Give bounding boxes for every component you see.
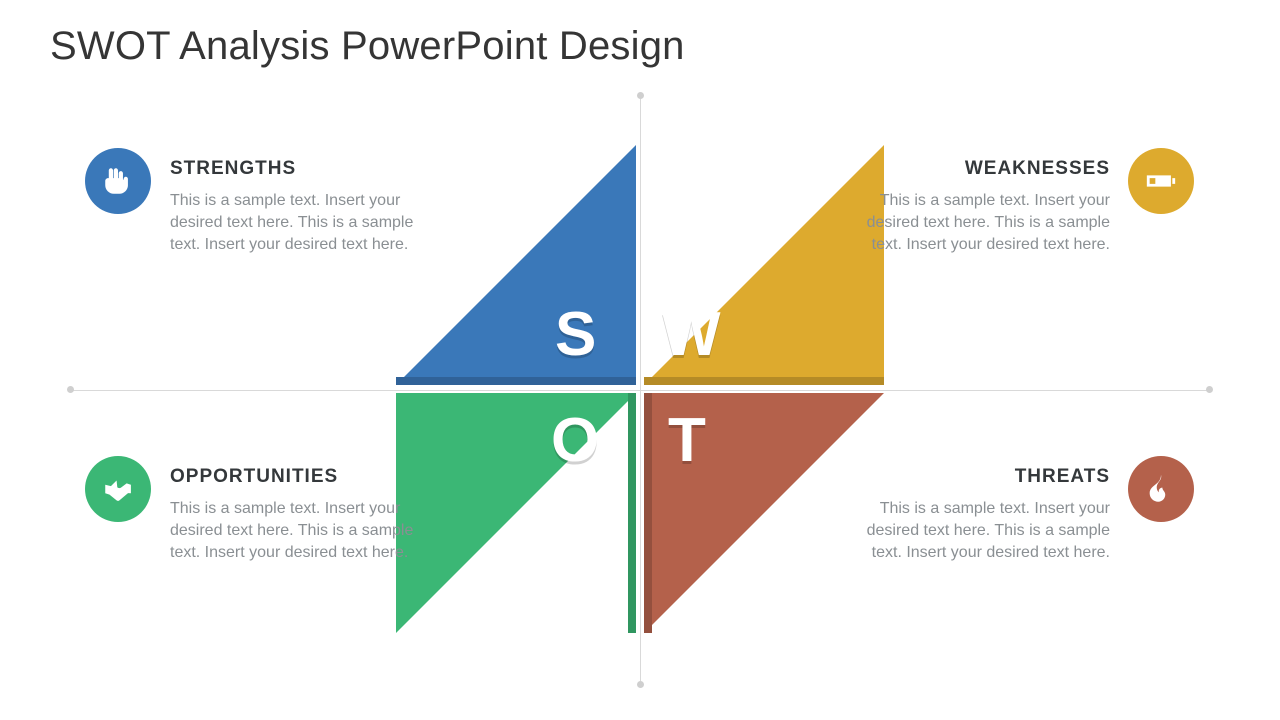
axis-dot-right <box>1206 386 1213 393</box>
opportunities-block: OPPORTUNITIES This is a sample text. Ins… <box>170 466 440 564</box>
accent-strengths <box>396 377 636 385</box>
opportunities-icon-circle <box>85 456 151 522</box>
weaknesses-block: WEAKNESSES This is a sample text. Insert… <box>840 158 1110 256</box>
flame-icon <box>1144 472 1178 506</box>
accent-opportunities <box>628 393 636 633</box>
threats-body: This is a sample text. Insert your desir… <box>840 498 1110 564</box>
strengths-icon-circle <box>85 148 151 214</box>
opportunities-heading: OPPORTUNITIES <box>170 466 440 488</box>
accent-weaknesses <box>644 377 884 385</box>
axis-dot-left <box>67 386 74 393</box>
strengths-block: STRENGTHS This is a sample text. Insert … <box>170 158 440 256</box>
weaknesses-icon-circle <box>1128 148 1194 214</box>
accent-threats <box>644 393 652 633</box>
letter-o: O <box>551 405 599 476</box>
strengths-heading: STRENGTHS <box>170 158 440 180</box>
threats-icon-circle <box>1128 456 1194 522</box>
threats-block: THREATS This is a sample text. Insert yo… <box>840 466 1110 564</box>
slide-title: SWOT Analysis PowerPoint Design <box>50 24 685 69</box>
axis-dot-bottom <box>637 681 644 688</box>
axis-dot-top <box>637 92 644 99</box>
weaknesses-heading: WEAKNESSES <box>840 158 1110 180</box>
opportunities-body: This is a sample text. Insert your desir… <box>170 498 440 564</box>
letter-t: T <box>668 405 706 476</box>
horizontal-axis <box>70 390 1210 391</box>
weaknesses-body: This is a sample text. Insert your desir… <box>840 190 1110 256</box>
handshake-icon <box>101 472 135 506</box>
strengths-body: This is a sample text. Insert your desir… <box>170 190 440 256</box>
threats-heading: THREATS <box>840 466 1110 488</box>
fist-icon <box>101 164 135 198</box>
letter-s: S <box>555 299 596 370</box>
battery-icon <box>1144 164 1178 198</box>
letter-w: W <box>662 299 721 370</box>
